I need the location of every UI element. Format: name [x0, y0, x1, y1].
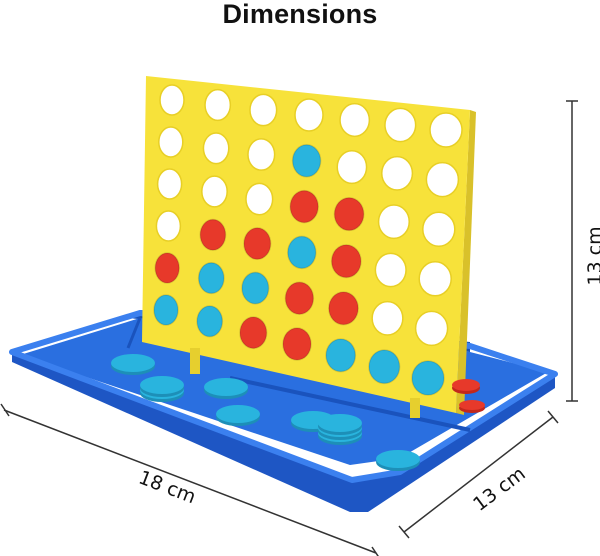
grid-hole-empty	[158, 126, 184, 158]
grid-hole-empty	[249, 93, 278, 127]
grid-disc-red	[328, 291, 359, 326]
grid-hole-empty	[418, 261, 452, 297]
grid-hole-empty	[159, 84, 185, 116]
grid-disc-red	[239, 316, 268, 350]
frame-edge	[456, 110, 476, 415]
grid-disc-red	[282, 327, 312, 361]
loose-disc-blue	[216, 405, 260, 423]
loose-disc-blue	[111, 354, 155, 372]
grid-hole-empty	[294, 98, 324, 132]
tray-rim	[9, 310, 558, 483]
grid-hole-empty	[384, 107, 417, 143]
depth-dimension	[398, 410, 559, 539]
length-dimension	[0, 403, 379, 556]
height-label: 13 cm	[584, 226, 600, 285]
depth-label: 13 cm	[469, 463, 529, 516]
page-title: Dimensions	[222, 0, 378, 29]
height-dimension	[566, 100, 578, 402]
grid-disc-blue	[153, 294, 179, 326]
grid-disc-blue	[368, 349, 401, 385]
grid-hole-empty	[374, 252, 407, 288]
loose-disc-blue	[376, 450, 420, 468]
yellow-grid-frame	[142, 76, 476, 418]
grid-hole-empty	[156, 168, 183, 200]
grid-disc-red	[154, 252, 180, 284]
loose-disc-blue	[140, 376, 184, 394]
grid-disc-red	[289, 189, 319, 224]
grid-disc-blue	[197, 262, 225, 295]
grid-hole-empty	[247, 138, 276, 171]
grid-hole-empty	[339, 102, 371, 138]
loose-disc-blue	[318, 414, 362, 432]
grid-hole-empty	[201, 175, 228, 208]
grid-hole-empty	[422, 211, 456, 247]
grid-disc-blue	[291, 144, 322, 178]
grid-hole-empty	[371, 300, 404, 336]
grid-hole-empty	[425, 161, 460, 198]
grid-disc-red	[243, 227, 272, 261]
grid-disc-blue	[241, 271, 270, 305]
grid-hole-empty	[414, 310, 449, 347]
grid-hole-empty	[204, 88, 232, 122]
grid-disc-red	[199, 218, 227, 251]
grid-hole-empty	[336, 150, 368, 185]
grid-disc-blue	[287, 235, 317, 270]
grid-disc-red	[333, 197, 365, 232]
grid-hole-empty	[245, 182, 274, 216]
tray-red-discs	[452, 379, 485, 413]
grid-disc-blue	[196, 305, 224, 338]
grid-hole-empty	[381, 155, 414, 191]
grid-disc-red	[284, 281, 315, 315]
grid-hole-empty	[202, 132, 230, 165]
grid-holes	[153, 84, 463, 396]
grid-hole-empty	[155, 210, 182, 242]
grid-hole-empty	[429, 112, 463, 148]
loose-disc-blue	[204, 378, 248, 396]
tray-front-face	[12, 352, 555, 512]
grid-disc-blue	[411, 360, 445, 396]
frame-leg-left	[190, 348, 200, 374]
grid-hole-empty	[377, 204, 410, 240]
grid-disc-blue	[325, 338, 357, 373]
grid-disc-red	[330, 244, 362, 279]
frame-leg-right	[410, 398, 420, 418]
loose-discs	[111, 354, 420, 471]
